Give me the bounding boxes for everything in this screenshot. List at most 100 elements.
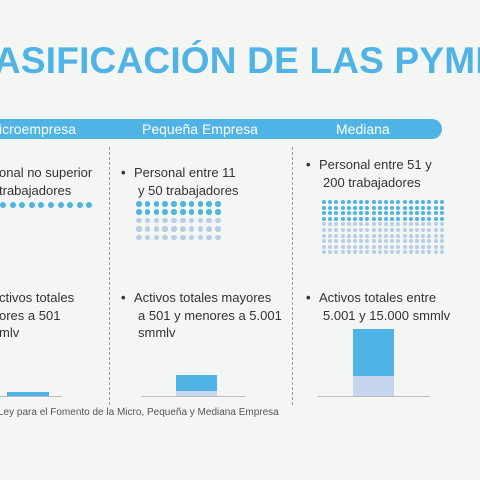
worker-dot [328,228,333,232]
worker-dot [328,250,333,255]
worker-dot [346,211,351,216]
worker-dot [377,228,382,232]
worker-dot [384,222,388,227]
worker-dot [188,234,195,241]
worker-dot [384,205,388,210]
worker-dot [144,209,151,215]
worker-dot [359,250,364,255]
worker-dot [359,211,364,216]
worker-dot [408,233,413,238]
worker-dot [346,244,351,249]
worker-dot [346,216,351,221]
column-header-band [0,119,442,139]
worker-dot [340,200,345,204]
worker-dot [206,226,212,232]
bar-baseline-mediana [318,396,430,397]
worker-dot [136,201,142,207]
worker-dot [144,234,151,241]
worker-dot [153,209,160,215]
activos-text-micro: ctivos totales ores a 501 mlv [0,290,75,340]
worker-dot [171,209,177,215]
worker-dot [402,216,407,221]
worker-dot [402,244,407,249]
worker-dot [180,201,186,207]
worker-dot [197,234,204,241]
worker-dot [365,233,370,238]
worker-dot [415,239,419,244]
worker-dot [322,216,326,221]
worker-dot [322,200,326,204]
worker-dot [427,200,432,204]
assets-bar-pequena-bottom [176,391,217,396]
footnote-source: Ley para el Fomento de la Micro, Pequeña… [0,407,279,418]
worker-dot [340,205,345,210]
worker-dot [421,239,426,244]
worker-dot [322,233,326,238]
worker-dot [206,209,212,215]
worker-dot [197,209,204,215]
worker-dot [427,216,432,221]
worker-dot [153,226,160,232]
worker-dot [180,209,186,215]
worker-dot [402,233,407,238]
worker-dot [334,244,339,249]
worker-dot [415,222,419,227]
worker-dot [384,233,388,238]
worker-dot [427,211,432,216]
worker-dot [340,239,345,244]
worker-dot [346,200,351,204]
worker-dot [188,201,195,207]
worker-dot [396,222,401,227]
worker-dot [408,216,413,221]
worker-dot [396,233,401,238]
worker-dot [396,239,401,244]
worker-dot [433,233,438,238]
worker-dot [408,200,413,204]
worker-dot [215,226,221,232]
worker-dot [215,234,221,241]
worker-dot [377,216,382,221]
worker-dot [396,216,401,221]
worker-dot [390,250,395,255]
worker-dot [408,239,413,244]
worker-dot [353,205,357,210]
worker-dot [384,244,388,249]
worker-dot [421,216,426,221]
assets-bar-micro [7,392,49,396]
worker-dot [359,205,364,210]
worker-dot [415,200,419,204]
worker-dot [28,202,35,208]
worker-dot [206,234,212,241]
worker-dot [371,239,376,244]
worker-dot [433,239,438,244]
worker-dot [197,217,204,224]
worker-dot [421,244,426,249]
worker-dot [322,222,326,227]
worker-dot [439,239,444,244]
worker-dot [421,222,426,227]
worker-dot [427,239,432,244]
worker-dot [371,216,376,221]
worker-dot [340,233,345,238]
worker-dot [377,222,382,227]
worker-dot [408,205,413,210]
worker-dot [421,211,426,216]
worker-dot [396,211,401,216]
worker-dot [377,205,382,210]
page-title: ASIFICACIÓN DE LAS PYME [0,40,480,81]
worker-dot [353,239,357,244]
column-header-micro: icroempresa [0,121,77,137]
worker-dot [86,202,93,208]
worker-dot [180,234,186,241]
worker-dot [334,228,339,232]
worker-dot [390,200,395,204]
worker-dot [328,216,333,221]
worker-dot [371,250,376,255]
worker-dot [439,244,444,249]
worker-dot [346,222,351,227]
worker-dot [384,200,388,204]
worker-dot [136,209,142,215]
worker-dot [334,211,339,216]
worker-dot [371,205,376,210]
worker-dot [334,222,339,227]
